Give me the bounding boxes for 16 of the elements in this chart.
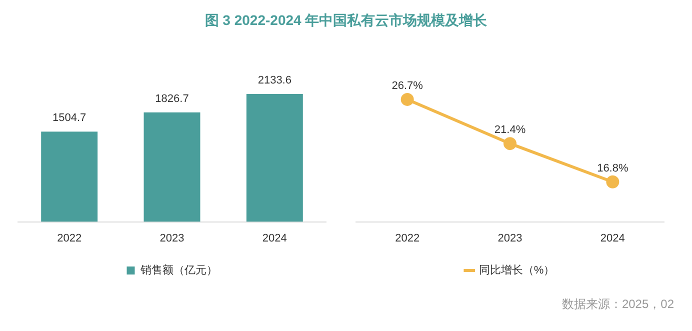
x-tick-label: 2024 bbox=[262, 232, 287, 244]
legend-label: 销售额（亿元） bbox=[139, 264, 218, 277]
x-tick-label: 2024 bbox=[600, 232, 625, 244]
data-label: 1826.7 bbox=[155, 92, 189, 105]
data-label: 26.7% bbox=[392, 80, 424, 92]
data-label: 1504.7 bbox=[52, 112, 86, 124]
x-tick-label: 2022 bbox=[395, 232, 420, 244]
x-tick-label: 2023 bbox=[160, 232, 184, 244]
legend-label: 同比增长（%） bbox=[478, 264, 555, 277]
source-note: 数据来源：2025，02 bbox=[560, 296, 675, 313]
data-label: 16.8% bbox=[597, 162, 628, 174]
x-tick-label: 2023 bbox=[498, 232, 522, 244]
data-label: 21.4% bbox=[494, 124, 526, 136]
chart-title: 图 3 2022-2024 年中国私有云市场规模及增长 bbox=[204, 11, 488, 30]
x-tick-label: 2022 bbox=[57, 232, 82, 244]
data-label: 2133.6 bbox=[258, 74, 292, 86]
